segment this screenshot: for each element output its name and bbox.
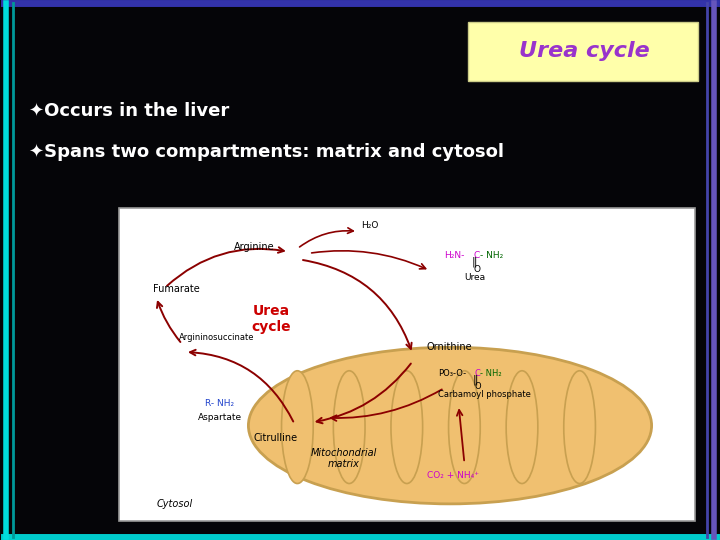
Ellipse shape	[391, 371, 423, 483]
Text: PO₃-O-: PO₃-O-	[438, 369, 467, 377]
Text: H₂N-: H₂N-	[444, 251, 464, 260]
FancyBboxPatch shape	[468, 22, 698, 81]
FancyArrowPatch shape	[190, 350, 293, 422]
Ellipse shape	[564, 371, 595, 483]
Text: Arginine: Arginine	[234, 242, 274, 252]
FancyArrowPatch shape	[317, 363, 411, 423]
Text: Urea: Urea	[464, 273, 485, 282]
Text: Citrulline: Citrulline	[253, 433, 297, 443]
Text: O: O	[474, 382, 481, 391]
Text: ‖: ‖	[472, 257, 477, 267]
Ellipse shape	[282, 371, 313, 483]
FancyBboxPatch shape	[119, 208, 695, 521]
Text: R- NH₂: R- NH₂	[205, 399, 234, 408]
Text: ‖: ‖	[473, 374, 479, 385]
FancyArrowPatch shape	[300, 228, 354, 247]
Ellipse shape	[506, 371, 538, 483]
Text: Mitochondrial
matrix: Mitochondrial matrix	[310, 448, 377, 469]
Text: C: C	[473, 251, 480, 260]
Text: Cytosol: Cytosol	[156, 499, 192, 509]
Ellipse shape	[333, 371, 365, 483]
Text: - NH₂: - NH₂	[480, 369, 502, 377]
Text: Ornithine: Ornithine	[427, 342, 472, 352]
Text: Urea
cycle: Urea cycle	[251, 304, 292, 334]
Ellipse shape	[248, 347, 652, 504]
Text: H₂O: H₂O	[361, 221, 378, 230]
FancyArrowPatch shape	[457, 410, 464, 461]
Text: O: O	[473, 265, 480, 274]
Text: ✦Spans two compartments: matrix and cytosol: ✦Spans two compartments: matrix and cyto…	[29, 143, 504, 161]
Ellipse shape	[449, 371, 480, 483]
Text: Aspartate: Aspartate	[197, 413, 242, 422]
FancyArrowPatch shape	[331, 389, 442, 421]
FancyArrowPatch shape	[167, 247, 284, 286]
Text: Argininosuccinate: Argininosuccinate	[179, 333, 255, 342]
FancyArrowPatch shape	[303, 260, 412, 349]
Text: CO₂ + NH₄⁺: CO₂ + NH₄⁺	[427, 471, 479, 480]
Text: Urea cycle: Urea cycle	[519, 41, 650, 62]
Text: ✦Occurs in the liver: ✦Occurs in the liver	[29, 101, 229, 119]
Text: - NH₂: - NH₂	[480, 251, 503, 260]
FancyArrowPatch shape	[312, 251, 426, 269]
FancyArrowPatch shape	[157, 302, 181, 342]
Text: Carbamoyl phosphate: Carbamoyl phosphate	[438, 390, 531, 399]
Text: C: C	[474, 369, 480, 377]
Text: Fumarate: Fumarate	[153, 285, 200, 294]
